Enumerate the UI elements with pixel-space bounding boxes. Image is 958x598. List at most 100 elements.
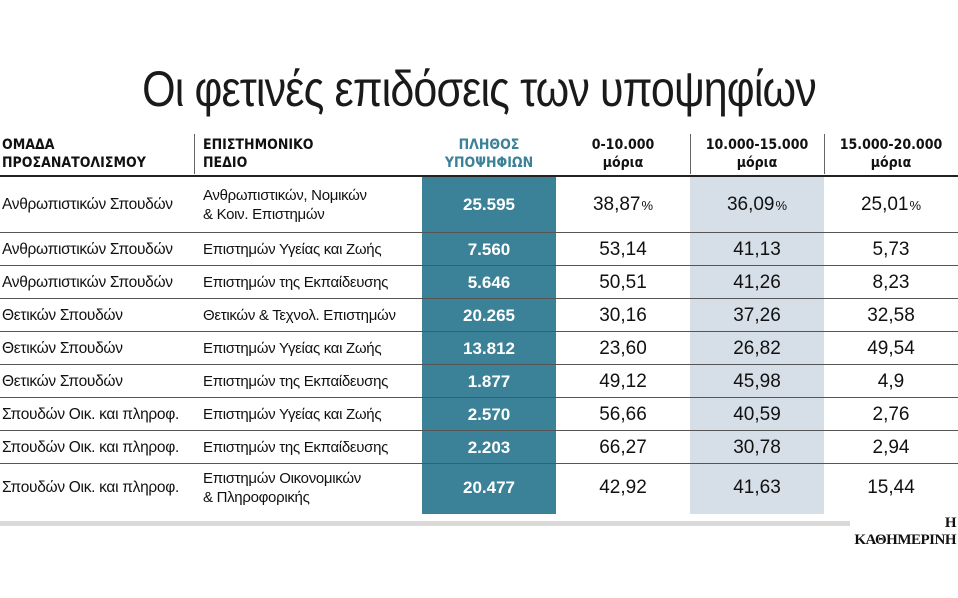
count-cell: 7.560 (467, 239, 511, 259)
value-text: 42,92 (599, 477, 647, 498)
count-cell: 20.265 (463, 305, 515, 325)
header-field-line-2: ΠΕΔΙΟ (203, 155, 248, 171)
value-cell-range-2: 41,63 (690, 464, 824, 512)
highlight-column-background (690, 177, 824, 514)
row-rule (0, 364, 958, 365)
header-group-line-1: ΟΜΑΔΑ (2, 137, 55, 153)
field-line: Επιστημών Υγείας και Ζωής (203, 340, 382, 357)
percent-sign: % (641, 197, 654, 213)
header-range-2: 10.000-15.000 μόρια (690, 134, 824, 174)
value-text: 66,27 (599, 436, 647, 458)
value-cell-range-1: 53,14 (556, 233, 690, 266)
value-cell-range-3: 2,76 (824, 398, 958, 431)
value-text: 2,94 (872, 436, 910, 458)
header-range-3: 15.000-20.000 μόρια (824, 134, 958, 174)
field-cell: Επιστημών Υγείας και Ζωής (203, 233, 421, 266)
value-cell-range-1: 49,12 (556, 365, 690, 398)
header-group: ΟΜΑΔΑ ΠΡΟΣΑΝΑΤΟΛΙΣΜΟΥ (2, 134, 192, 174)
bottom-bar (0, 521, 850, 526)
field-cell: Επιστημών Υγείας και Ζωής (203, 332, 421, 365)
count-cell: 25.595 (463, 195, 515, 214)
header-count-line-2: ΥΠΟΨΗΦΙΩΝ (444, 155, 534, 171)
value-cell-range-3: 4,9 (824, 365, 958, 398)
group-cell: Ανθρωπιστικών Σπουδών (2, 196, 173, 213)
field-cell: Επιστημών της Εκπαίδευσης (203, 365, 421, 398)
header-range-1: 0-10.000 μόρια (556, 134, 690, 174)
value-text: 30,16 (599, 304, 647, 326)
value-text: 49,54 (867, 337, 915, 359)
count-column-background (422, 177, 556, 514)
header-range-2-line-1: 10.000-15.000 (705, 137, 809, 153)
value-cell-range-3: 5,73 (824, 233, 958, 266)
value-cell-range-2: 45,98 (690, 365, 824, 398)
header-divider (690, 134, 691, 174)
value-text: 53,14 (599, 238, 647, 260)
field-cell: Ανθρωπιστικών, Νομικών & Κοιν. Επιστημών (203, 177, 421, 233)
percent-sign: % (775, 197, 788, 213)
row-rule (0, 463, 958, 464)
group-cell: Ανθρωπιστικών Σπουδών (2, 240, 173, 258)
value-cell-range-3: 15,44 (824, 464, 958, 512)
field-cell: Θετικών & Τεχνολ. Επιστημών (203, 299, 421, 332)
header-field: ΕΠΙΣΤΗΜΟΝΙΚΟ ΠΕΔΙΟ (203, 134, 418, 174)
header-range-1-line-2: μόρια (602, 155, 644, 171)
value-text: 37,26 (733, 304, 781, 326)
row-rule (0, 430, 958, 431)
value-cell-range-2: 41,13 (690, 233, 824, 266)
value-text: 15,44 (867, 477, 915, 498)
field-line: & Πληροφορικής (203, 489, 310, 506)
header-range-2-line-2: μόρια (736, 155, 778, 171)
group-cell: Σπουδών Οικ. και πληροφ. (2, 438, 179, 456)
header-range-3-line-1: 15.000-20.000 (839, 137, 943, 153)
value-cell-range-1: 23,60 (556, 332, 690, 365)
value-cell-range-1: 66,27 (556, 431, 690, 464)
count-cell: 20.477 (463, 478, 515, 497)
field-line: Θετικών & Τεχνολ. Επιστημών (203, 307, 396, 324)
value-cell-range-3: 49,54 (824, 332, 958, 365)
value-text: 2,76 (872, 403, 910, 425)
field-line: Ανθρωπιστικών, Νομικών (203, 187, 367, 204)
field-line: Επιστημών Υγείας και Ζωής (203, 241, 382, 258)
field-line: Επιστημών της Εκπαίδευσης (203, 439, 389, 456)
count-cell: 2.203 (467, 437, 511, 457)
header-rule (0, 175, 958, 177)
header-count: ΠΛΗΘΟΣ ΥΠΟΨΗΦΙΩΝ (422, 134, 556, 174)
value-text: 32,58 (867, 304, 915, 326)
row-rule (0, 265, 958, 266)
header-count-line-1: ΠΛΗΘΟΣ (458, 137, 520, 153)
value-cell-range-2: 36,09% (690, 177, 824, 233)
field-line: Επιστημών Οικονομικών (203, 470, 361, 487)
value-cell-range-2: 26,82 (690, 332, 824, 365)
group-cell: Σπουδών Οικ. και πληροφ. (2, 479, 179, 496)
value-cell-range-1: 38,87% (556, 177, 690, 233)
source-label: Η ΚΑΘΗΜΕΡΙΝΗ (854, 515, 956, 548)
count-cell: 13.812 (463, 338, 515, 358)
value-text: 50,51 (599, 271, 647, 293)
value-cell-range-3: 32,58 (824, 299, 958, 332)
count-cell: 2.570 (467, 404, 511, 424)
value-cell-range-3: 8,23 (824, 266, 958, 299)
header-divider (194, 134, 195, 174)
group-cell: Θετικών Σπουδών (2, 339, 123, 357)
value-cell-range-1: 50,51 (556, 266, 690, 299)
value-text: 56,66 (599, 403, 647, 425)
value-text: 49,12 (599, 370, 647, 392)
field-line: Επιστημών της Εκπαίδευσης (203, 274, 389, 291)
value-text: 26,82 (733, 337, 781, 359)
value-text: 41,26 (733, 271, 781, 293)
row-rule (0, 298, 958, 299)
value-text: 38,87 (592, 194, 641, 215)
value-text: 23,60 (599, 337, 647, 359)
field-cell: Επιστημών της Εκπαίδευσης (203, 431, 421, 464)
count-cell: 5.646 (467, 272, 511, 292)
percent-sign: % (909, 197, 922, 213)
value-text: 40,59 (733, 403, 781, 425)
group-cell: Ανθρωπιστικών Σπουδών (2, 273, 173, 291)
header-range-1-line-1: 0-10.000 (591, 137, 655, 153)
value-cell-range-2: 37,26 (690, 299, 824, 332)
value-text: 45,98 (733, 370, 781, 392)
group-cell: Σπουδών Οικ. και πληροφ. (2, 405, 179, 423)
field-line: Επιστημών Υγείας και Ζωής (203, 406, 382, 423)
row-rule (0, 232, 958, 233)
count-cell: 1.877 (467, 371, 511, 391)
